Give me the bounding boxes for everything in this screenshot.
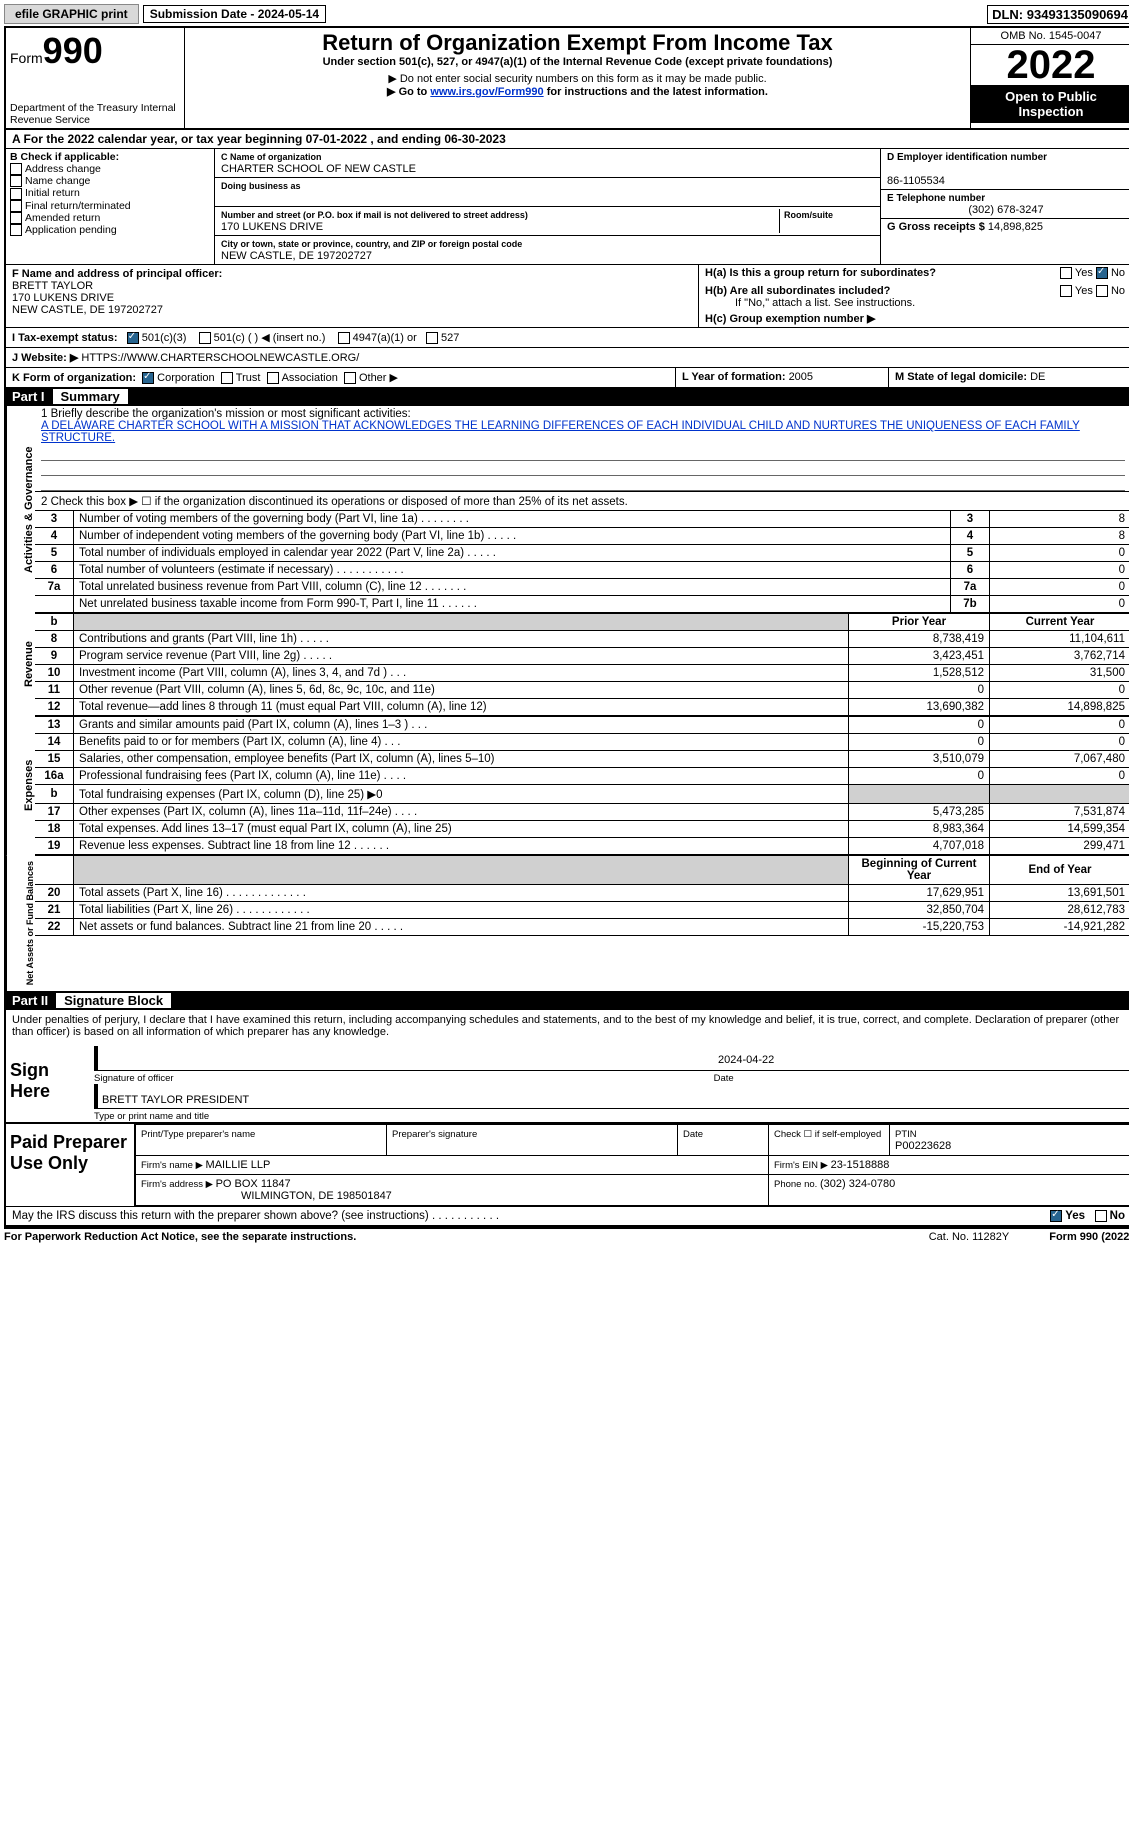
firm-addr2: WILMINGTON, DE 198501847 — [241, 1190, 392, 1202]
trust-checkbox[interactable] — [221, 372, 233, 384]
name-change-checkbox[interactable] — [10, 175, 22, 187]
hb-no-checkbox[interactable] — [1096, 285, 1108, 297]
table-net-assets: Beginning of Current YearEnd of Year20To… — [35, 855, 1129, 936]
open-to-public: Open to Public Inspection — [971, 85, 1129, 123]
officer-name: BRETT TAYLOR — [12, 280, 93, 292]
form-number: Form990 — [10, 30, 180, 72]
dln: DLN: 93493135090694 — [987, 5, 1129, 24]
section-b: B Check if applicable: Address change Na… — [6, 149, 214, 264]
year-formation: 2005 — [789, 371, 813, 383]
gross-receipts: 14,898,825 — [988, 221, 1043, 233]
website-line: J Website: ▶ HTTPS://WWW.CHARTERSCHOOLNE… — [6, 347, 1129, 367]
firm-addr1: PO BOX 11847 — [216, 1178, 291, 1190]
summary-section: Activities & Governance 1 Briefly descri… — [6, 406, 1129, 613]
initial-return-checkbox[interactable] — [10, 188, 22, 200]
page-footer: For Paperwork Reduction Act Notice, see … — [4, 1227, 1129, 1243]
calendar-year-line: A For the 2022 calendar year, or tax yea… — [6, 130, 1129, 149]
penalties-text: Under penalties of perjury, I declare th… — [6, 1010, 1129, 1042]
tax-exempt-status: I Tax-exempt status: 501(c)(3) 501(c) ( … — [6, 327, 1129, 347]
line-2: 2 Check this box ▶ ☐ if the organization… — [35, 491, 1129, 510]
section-fh: F Name and address of principal officer:… — [6, 264, 1129, 327]
4947-checkbox[interactable] — [338, 332, 350, 344]
section-klm: K Form of organization: Corporation Trus… — [6, 367, 1129, 387]
amended-return-checkbox[interactable] — [10, 212, 22, 224]
mission-text: A DELAWARE CHARTER SCHOOL WITH A MISSION… — [41, 420, 1080, 444]
may-no-checkbox[interactable] — [1095, 1210, 1107, 1222]
submission-date: Submission Date - 2024-05-14 — [143, 5, 326, 23]
section-c: C Name of organization CHARTER SCHOOL OF… — [214, 149, 880, 264]
table-expenses: 13Grants and similar amounts paid (Part … — [35, 716, 1129, 855]
tab-expenses: Expenses — [6, 716, 35, 855]
addr-change-checkbox[interactable] — [10, 163, 22, 175]
hb-yes-checkbox[interactable] — [1060, 285, 1072, 297]
table-revenue: bPrior YearCurrent Year8Contributions an… — [35, 613, 1129, 716]
officer-addr1: 170 LUKENS DRIVE — [12, 292, 114, 304]
firm-ein: 23-1518888 — [831, 1159, 890, 1171]
firm-name: MAILLIE LLP — [206, 1159, 271, 1171]
sign-here-block: Sign Here 2024-04-22 Signature of office… — [6, 1046, 1129, 1122]
website-url: HTTPS://WWW.CHARTERSCHOOLNEWCASTLE.ORG/ — [81, 352, 359, 364]
form-header: Form990 Department of the Treasury Inter… — [6, 28, 1129, 130]
city-state-zip: NEW CASTLE, DE 197202727 — [221, 250, 372, 262]
form-container: Form990 Department of the Treasury Inter… — [4, 26, 1129, 1227]
signer-name: BRETT TAYLOR PRESIDENT — [102, 1094, 249, 1106]
section-d: D Employer identification number 86-1105… — [880, 149, 1129, 264]
501c3-checkbox[interactable] — [127, 332, 139, 344]
tab-activities-governance: Activities & Governance — [6, 406, 35, 613]
goto-note: ▶ Go to www.irs.gov/Form990 for instruct… — [191, 85, 964, 98]
ha-no-checkbox[interactable] — [1096, 267, 1108, 279]
dept-treasury: Department of the Treasury Internal Reve… — [10, 102, 180, 126]
ptin: P00223628 — [895, 1140, 951, 1152]
state-domicile: DE — [1030, 371, 1045, 383]
part2-header: Part II Signature Block — [6, 991, 1129, 1010]
ssn-note: ▶ Do not enter social security numbers o… — [191, 72, 964, 85]
firm-phone: (302) 324-0780 — [820, 1178, 895, 1190]
501c-checkbox[interactable] — [199, 332, 211, 344]
tab-revenue: Revenue — [6, 613, 35, 716]
527-checkbox[interactable] — [426, 332, 438, 344]
street-address: 170 LUKENS DRIVE — [221, 221, 323, 233]
ha-yes-checkbox[interactable] — [1060, 267, 1072, 279]
table-ag: 3Number of voting members of the governi… — [35, 510, 1129, 613]
paid-preparer-block: Paid Preparer Use Only Print/Type prepar… — [6, 1122, 1129, 1206]
telephone: (302) 678-3247 — [887, 204, 1125, 216]
tax-year: 2022 — [971, 45, 1129, 85]
may-irs-discuss: May the IRS discuss this return with the… — [6, 1206, 1129, 1225]
form-title: Return of Organization Exempt From Incom… — [191, 30, 964, 56]
may-yes-checkbox[interactable] — [1050, 1210, 1062, 1222]
officer-addr2: NEW CASTLE, DE 197202727 — [12, 304, 163, 316]
irs-link[interactable]: www.irs.gov/Form990 — [430, 86, 543, 98]
assoc-checkbox[interactable] — [267, 372, 279, 384]
tab-net-assets: Net Assets or Fund Balances — [6, 855, 35, 991]
corp-checkbox[interactable] — [142, 372, 154, 384]
part1-header: Part I Summary — [6, 387, 1129, 406]
efile-print-button[interactable]: efile GRAPHIC print — [4, 4, 139, 24]
section-bcd: B Check if applicable: Address change Na… — [6, 149, 1129, 264]
ein: 86-1105534 — [887, 175, 945, 187]
application-pending-checkbox[interactable] — [10, 224, 22, 236]
other-checkbox[interactable] — [344, 372, 356, 384]
sign-date: 2024-04-22 — [718, 1054, 774, 1066]
form-subtitle: Under section 501(c), 527, or 4947(a)(1)… — [191, 56, 964, 68]
org-name: CHARTER SCHOOL OF NEW CASTLE — [221, 163, 416, 175]
top-bar: efile GRAPHIC print Submission Date - 20… — [4, 4, 1129, 24]
final-return-checkbox[interactable] — [10, 200, 22, 212]
